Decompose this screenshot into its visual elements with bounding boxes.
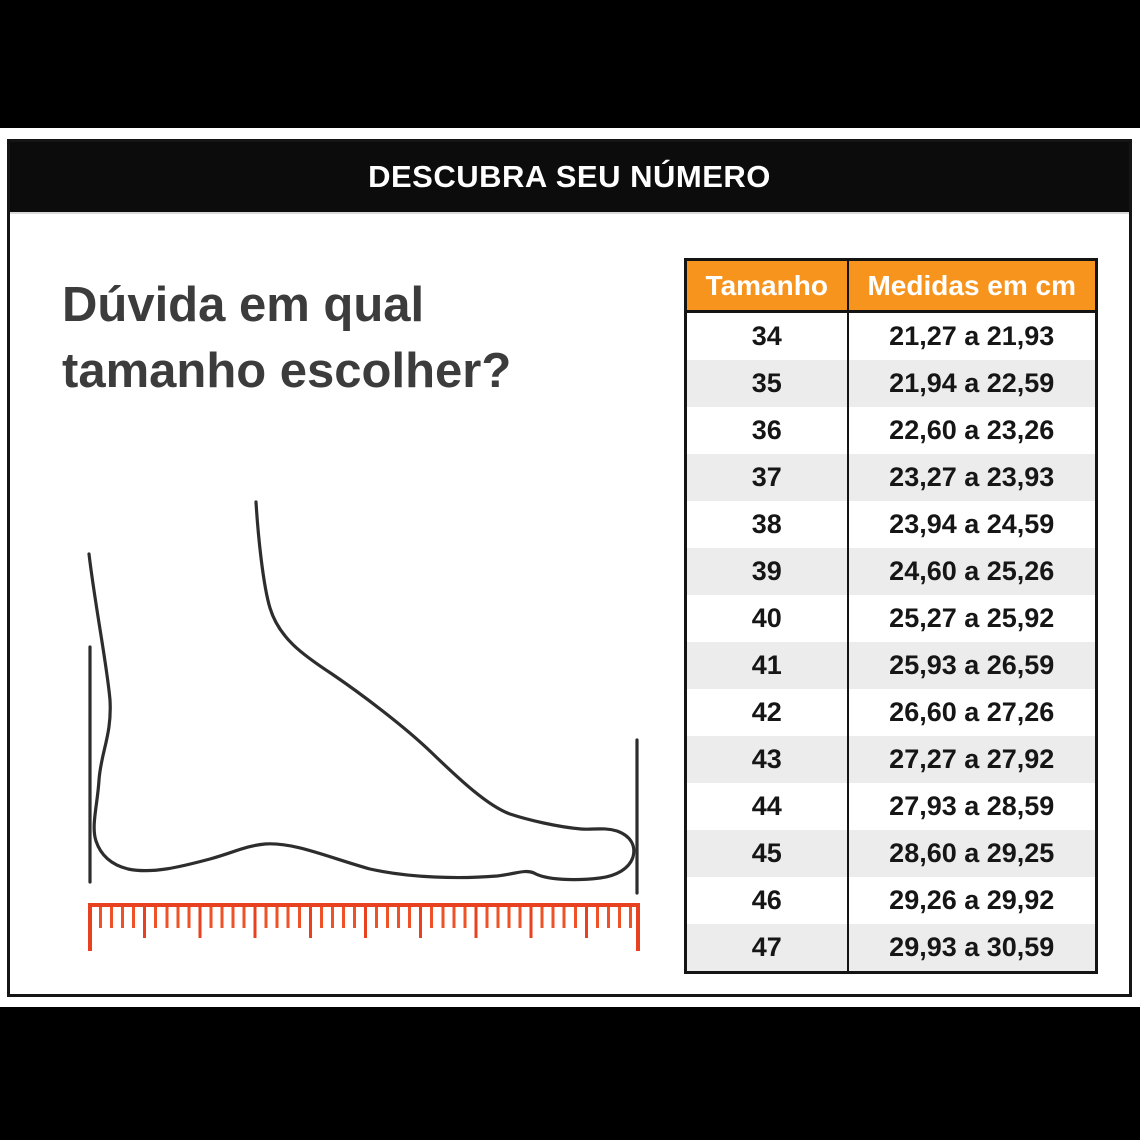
- table-row: 37 23,27 a 23,93: [685, 454, 1097, 501]
- table-row: 35 21,94 a 22,59: [685, 360, 1097, 407]
- table-row: 36 22,60 a 23,26: [685, 407, 1097, 454]
- size-cell: 36: [685, 407, 848, 454]
- size-cell: 47: [685, 924, 848, 973]
- page-title: DESCUBRA SEU NÚMERO: [368, 159, 771, 194]
- question-line-2: tamanho escolher?: [62, 344, 512, 398]
- table-row: 34 21,27 a 21,93: [685, 311, 1097, 360]
- table-row: 41 25,93 a 26,59: [685, 642, 1097, 689]
- range-cell: 23,94 a 24,59: [846, 501, 1097, 548]
- range-cell: 22,60 a 23,26: [846, 407, 1097, 454]
- size-cell: 38: [685, 501, 848, 548]
- range-cell: 27,93 a 28,59: [846, 783, 1097, 830]
- range-cell: 21,27 a 21,93: [846, 311, 1097, 360]
- bottom-black-band: [0, 1007, 1140, 1140]
- size-cell: 45: [685, 830, 848, 877]
- size-column-header: Tamanho: [685, 259, 848, 313]
- table-row: 44 27,93 a 28,59: [685, 783, 1097, 830]
- header-bar: DESCUBRA SEU NÚMERO: [10, 142, 1129, 214]
- size-table-body: 34 21,27 a 21,93 35 21,94 a 22,59 36 22,60 a …: [685, 311, 1097, 973]
- range-cell: 21,94 a 22,59: [846, 360, 1097, 407]
- table-row: 45 28,60 a 29,25: [685, 830, 1097, 877]
- range-cell: 26,60 a 27,26: [846, 689, 1097, 736]
- content-frame: DESCUBRA SEU NÚMERO Dúvida em qual taman…: [7, 139, 1132, 997]
- foot-illustration: [87, 500, 639, 895]
- range-cell: 25,27 a 25,92: [846, 595, 1097, 642]
- size-cell: 42: [685, 689, 848, 736]
- table-row: 39 24,60 a 25,26: [685, 548, 1097, 595]
- size-cell: 41: [685, 642, 848, 689]
- table-row: 40 25,27 a 25,92: [685, 595, 1097, 642]
- range-cell: 29,26 a 29,92: [846, 877, 1097, 924]
- size-cell: 35: [685, 360, 848, 407]
- ruler-right-end-tick: [636, 903, 640, 951]
- top-black-band: [0, 0, 1140, 128]
- foot-outline-icon: [87, 500, 636, 882]
- range-cell: 27,27 a 27,92: [846, 736, 1097, 783]
- table-row: 38 23,94 a 24,59: [685, 501, 1097, 548]
- ruler-left-end-tick: [88, 903, 92, 951]
- size-table: Tamanho Medidas em cm 34 21,27 a 21,93 35 2…: [684, 258, 1098, 974]
- table-row: 46 29,26 a 29,92: [685, 877, 1097, 924]
- size-cell: 46: [685, 877, 848, 924]
- question-heading: Dúvida em qual tamanho escolher?: [62, 272, 511, 404]
- size-cell: 37: [685, 454, 848, 501]
- question-line-1: Dúvida em qual: [62, 278, 425, 332]
- table-row: 42 26,60 a 27,26: [685, 689, 1097, 736]
- range-cell: 24,60 a 25,26: [846, 548, 1097, 595]
- size-cell: 34: [685, 311, 848, 360]
- size-cell: 44: [685, 783, 848, 830]
- measure-column-header: Medidas em cm: [846, 259, 1097, 313]
- size-cell: 43: [685, 736, 848, 783]
- table-row: 43 27,27 a 27,92: [685, 736, 1097, 783]
- ruler-baseline: [88, 903, 640, 907]
- orange-ruler-icon: [88, 903, 640, 951]
- size-cell: 40: [685, 595, 848, 642]
- range-cell: 23,27 a 23,93: [846, 454, 1097, 501]
- range-cell: 25,93 a 26,59: [846, 642, 1097, 689]
- size-table-header-row: Tamanho Medidas em cm: [685, 259, 1097, 313]
- range-cell: 28,60 a 29,25: [846, 830, 1097, 877]
- ruler-major-ticks: [88, 903, 640, 938]
- table-row: 47 29,93 a 30,59: [685, 924, 1097, 973]
- size-cell: 39: [685, 548, 848, 595]
- range-cell: 29,93 a 30,59: [846, 924, 1097, 973]
